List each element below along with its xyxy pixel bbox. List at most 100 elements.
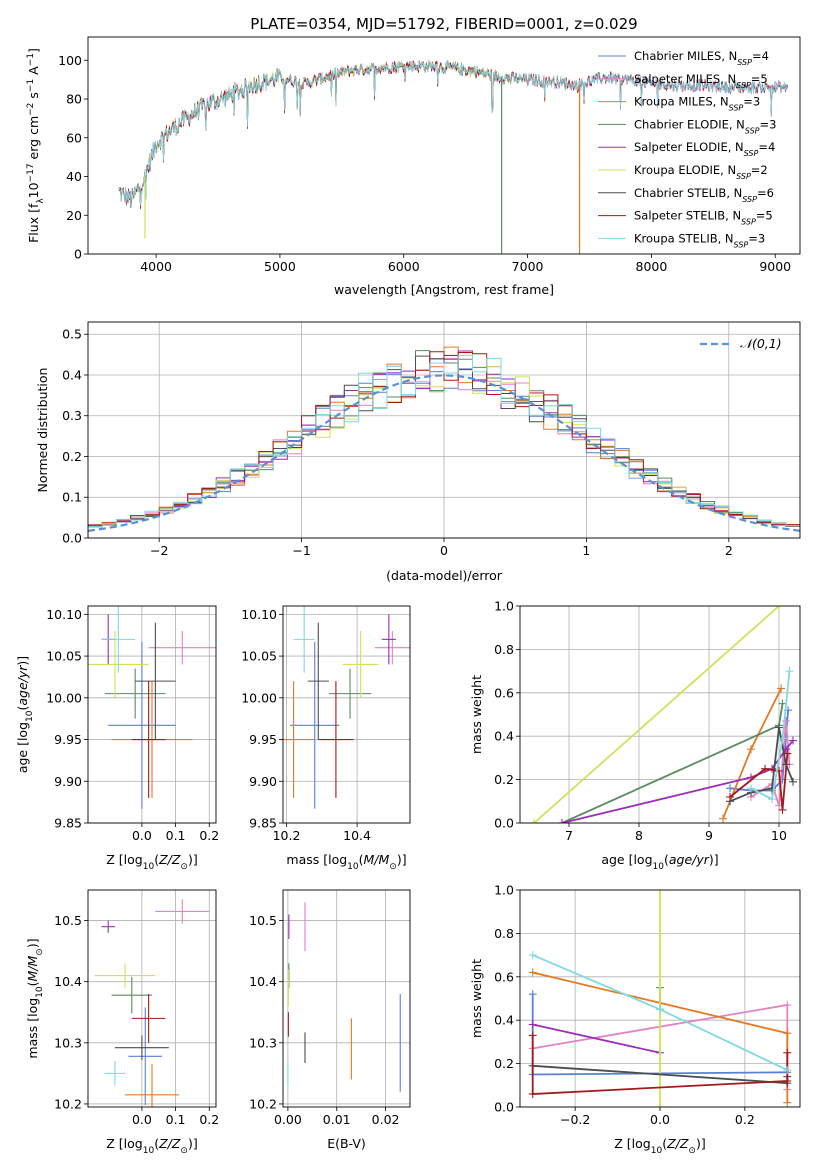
legend-name: Kroupa STELIB, N [634,231,734,245]
plot-area [94,899,210,1107]
legend-value: =5 [756,209,773,223]
label-part: ⊙ [688,1146,696,1156]
label-part: age/yr [669,852,710,867]
x-tick-label: 10.2 [273,828,301,843]
plot-area [287,902,401,1092]
x-axis-label: Z [log10(Z/Z⊙)] [106,1136,197,1156]
label-part: age [log [601,852,652,867]
label-part: A [26,66,41,79]
x-tick-label: 0.0 [132,828,152,843]
legend-label: Chabrier STELIB, NSSP=6 [634,186,774,204]
legend-name: Salpeter STELIB, N [634,209,741,223]
legend-sub: SSP [737,58,752,67]
label-part: Z [log [106,852,142,867]
x-axis-label: Z [log10(Z/Z⊙)] [614,1136,705,1156]
x-tick-label: 8 [635,828,643,843]
chart-title: PLATE=0354, MJD=51792, FIBERID=0001, z=0… [250,15,637,33]
label-part: )] [25,938,40,948]
legend-name: Chabrier MILES, N [634,49,737,63]
plot-area [88,346,800,538]
legend-value: =6 [757,186,774,200]
label-part: ( [662,1136,667,1151]
legend-value: =5 [751,72,768,86]
y-tick-label: 100 [58,53,82,68]
x-tick-label: 9 [705,828,713,843]
y-axis-label: Normed distribution [35,368,50,493]
label-part: ⊙ [35,948,45,956]
weight-line [533,606,780,823]
x-tick-label: 0.1 [166,828,186,843]
legend-sub: SSP [736,80,751,89]
x-tick-label: 0.0 [132,1112,152,1127]
weight-line [561,739,794,823]
axes-frame [87,889,217,1108]
x-tick-label: 9000 [759,259,791,274]
panel-spectrum: 4000 5000 6000 7000 8000 9000 0 20 40 60 80 100 PLAT… [26,15,801,297]
label-part: ⊙ [180,862,188,872]
x-tick-label: 10 [771,828,787,843]
y-tick-label: 0.6 [494,969,514,984]
label-part: ( [25,981,40,986]
y-axis-label: mass weight [469,675,484,754]
x-tick-label: 7 [565,828,573,843]
y-tick-label: 0.2 [494,1056,514,1071]
y-tick-label: 0.6 [494,685,514,700]
y-axis-label: mass weight [469,959,484,1038]
x-tick-label: 0.01 [323,1112,351,1127]
label-part: s [26,92,41,103]
label-part: ⊙ [180,1146,188,1156]
y-tick-label: 9.95 [54,732,82,747]
label-part: 10 [25,710,35,722]
label-part: )] [188,1136,198,1151]
x-tick-label: −1 [292,543,310,558]
label-part: )] [696,1136,706,1151]
y-tick-label: 0.8 [494,642,514,657]
y-tick-label: 80 [66,92,82,107]
weight-line [561,703,784,823]
y-tick-label: 0.1 [62,490,82,505]
legend-label: Kroupa ELODIE, NSSP=2 [634,163,768,181]
y-tick-label: 10.00 [241,690,277,705]
panel-weight_vs_Z: −0.2 0.0 0.2 0.0 0.2 0.4 0.6 0.8 1.0 Z [log10(Z/Z… [469,883,801,1156]
label-part: 10 [653,862,665,872]
x-tick-label: 0.2 [199,828,219,843]
legend-label: 𝒩(0,1) [740,336,782,351]
axes-frame [282,889,411,1108]
spectrum-line [118,59,510,208]
y-tick-label: 9.85 [249,816,277,831]
legend-value: =4 [752,49,769,63]
label-part: ( [359,852,364,867]
x-tick-label: 0.0 [650,1112,670,1127]
legend-name: Chabrier ELODIE, N [634,117,745,131]
y-tick-label: 10.5 [54,913,82,928]
label-part: −1 [26,79,36,92]
label-part: ( [15,706,30,711]
label-part: ⊙ [389,862,397,872]
y-tick-label: 0.2 [62,449,82,464]
x-axis-label: E(B-V) [327,1136,366,1151]
x-tick-label: 5000 [264,259,296,274]
legend-label: Salpeter ELODIE, NSSP=4 [634,140,775,158]
legend-sub: SSP [729,103,744,112]
legend-sub: SSP [745,126,760,135]
x-tick-label: 10.4 [343,828,371,843]
legend-value: =3 [748,231,765,245]
label-part: −1 [26,53,36,66]
gaussian-curve [88,374,800,532]
y-tick-label: 10.00 [46,690,82,705]
x-tick-label: 7000 [512,259,544,274]
y-axis-label: mass [log10(M/M⊙)] [25,938,45,1058]
y-tick-label: 9.90 [249,774,277,789]
x-tick-label: 4000 [140,259,172,274]
legend-value: =3 [743,95,760,109]
y-tick-label: 10.2 [54,1096,82,1111]
label-part: 10 [143,1146,155,1156]
x-axis-label: age [log10(age/yr)] [601,852,718,872]
legend-name: Kroupa ELODIE, N [634,163,736,177]
panel-age_vs_mass: 10.2 10.4 9.85 9.90 9.95 10.00 10.05 10.10 mass … [241,605,411,872]
spectrum-line [118,60,510,208]
legend-sub: SSP [741,217,756,226]
histogram-step [88,354,800,538]
